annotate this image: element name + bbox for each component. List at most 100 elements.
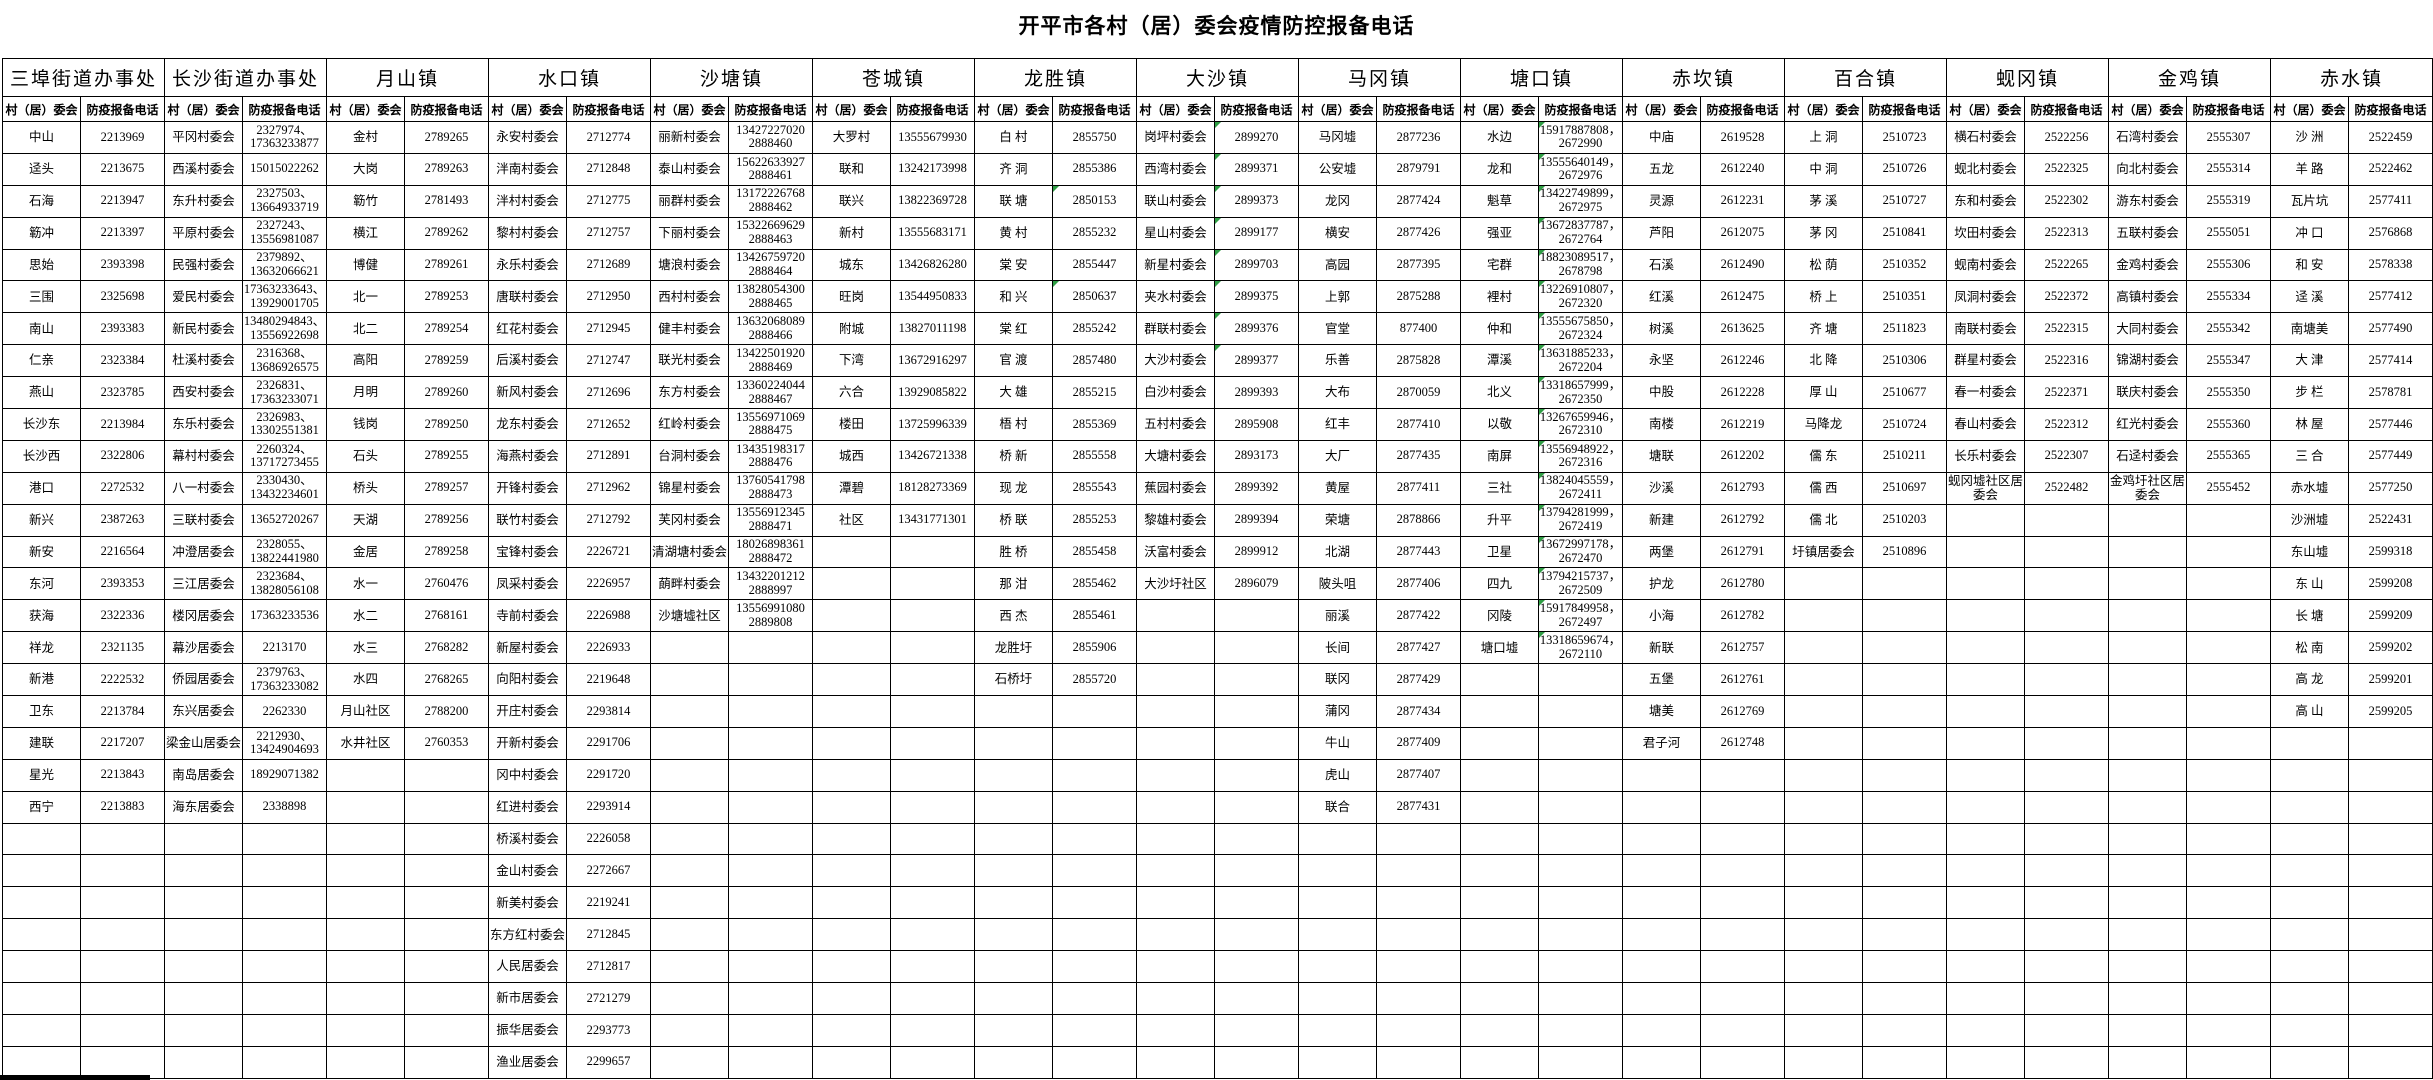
- village-cell: [974, 1045, 1053, 1079]
- phone-cell: [2024, 726, 2109, 760]
- village-cell: 圩镇居委会: [1784, 535, 1863, 569]
- village-cell: 三江居委会: [164, 567, 243, 601]
- village-cell: 博健: [326, 248, 405, 282]
- village-cell: 泮村村委会: [488, 184, 567, 218]
- phone-cell: [1376, 886, 1461, 920]
- village-cell: 五龙: [1622, 152, 1701, 186]
- phone-col-header: 防疫报备电话: [1700, 96, 1785, 122]
- village-cell: [1946, 822, 2025, 856]
- phone-cell: 13631885233， 2672204: [1538, 344, 1623, 378]
- phone-cell: 2768282: [404, 631, 489, 665]
- village-cell: [2108, 790, 2187, 824]
- village-cell: [1622, 918, 1701, 952]
- village-cell: 冲澄居委会: [164, 535, 243, 569]
- village-cell: [812, 631, 891, 665]
- phone-cell: 2712817: [566, 950, 651, 984]
- phone-cell: [2348, 950, 2433, 984]
- village-cell: 小海: [1622, 599, 1701, 633]
- phone-cell: [2348, 886, 2433, 920]
- village-cell: [974, 886, 1053, 920]
- phone-cell: 2217207: [80, 726, 165, 760]
- phone-cell: [2186, 982, 2271, 1015]
- phone-cell: 13360224044 2888467: [728, 376, 813, 410]
- phone-cell: [890, 695, 975, 728]
- village-col-header: 村（居）委会: [2108, 96, 2187, 122]
- village-cell: [2108, 1013, 2187, 1047]
- phone-cell: [242, 1045, 327, 1079]
- village-cell: 梁金山居委会: [164, 726, 243, 760]
- phone-cell: [1700, 854, 1785, 888]
- village-cell: [326, 982, 405, 1015]
- village-cell: 塘口墟: [1460, 631, 1539, 665]
- phone-cell: 2576868: [2348, 216, 2433, 250]
- phone-cell: 17363233643、 13929001705: [242, 280, 327, 314]
- village-cell: [1946, 982, 2025, 1015]
- village-cell: 乐善: [1298, 344, 1377, 378]
- village-col-header: 村（居）委会: [1946, 96, 2025, 122]
- phone-cell: 13544950833: [890, 280, 975, 314]
- phone-cell: 2855215: [1052, 376, 1137, 410]
- village-cell: 后溪村委会: [488, 344, 567, 378]
- village-cell: [1946, 1045, 2025, 1079]
- village-cell: 星光: [2, 758, 81, 792]
- village-cell: 旺岗: [812, 280, 891, 314]
- phone-cell: [404, 1013, 489, 1047]
- phone-cell: 13267659946， 2672310: [1538, 408, 1623, 441]
- village-cell: 向阳村委会: [488, 663, 567, 697]
- village-cell: 陂头咀: [1298, 567, 1377, 601]
- phone-cell: 2226957: [566, 567, 651, 601]
- table-row: 长沙西 2322806 幕村村委会 2260324、 13717273455 石头 278…: [2, 439, 2433, 473]
- village-cell: 高 龙: [2270, 663, 2349, 697]
- village-cell: 红光村委会: [2108, 408, 2187, 441]
- phone-cell: 2768161: [404, 599, 489, 633]
- village-cell: 红花村委会: [488, 312, 567, 346]
- village-cell: 大 津: [2270, 344, 2349, 378]
- village-cell: 高镇村委会: [2108, 280, 2187, 314]
- phone-cell: 2789262: [404, 216, 489, 250]
- village-cell: 联 塘: [974, 184, 1053, 218]
- village-cell: [1784, 1013, 1863, 1047]
- phone-cell: 2555365: [2186, 439, 2271, 473]
- phone-cell: 13555640149， 2672976: [1538, 152, 1623, 186]
- village-col-header: 村（居）委会: [326, 96, 405, 122]
- phone-cell: [2186, 567, 2271, 601]
- village-cell: 新村: [812, 216, 891, 250]
- village-cell: [650, 918, 729, 952]
- phone-cell: [1538, 1045, 1623, 1079]
- phone-cell: [1052, 1013, 1137, 1047]
- village-cell: [1622, 790, 1701, 824]
- phone-cell: 2612757: [1700, 631, 1785, 665]
- village-cell: 大岗: [326, 152, 405, 186]
- village-cell: [1784, 631, 1863, 665]
- phone-cell: 2877426: [1376, 216, 1461, 250]
- phone-cell: [2024, 854, 2109, 888]
- village-cell: 赤水墟: [2270, 471, 2349, 505]
- phone-cell: 13431771301: [890, 503, 975, 537]
- village-cell: 沙洲墟: [2270, 503, 2349, 537]
- village-cell: 蕉园村委会: [1136, 471, 1215, 505]
- village-cell: 潭溪: [1460, 344, 1539, 378]
- phone-cell: [890, 1013, 975, 1047]
- village-cell: [1946, 854, 2025, 888]
- village-cell: 桥溪村委会: [488, 822, 567, 856]
- village-cell: [1460, 758, 1539, 792]
- village-cell: 冈中村委会: [488, 758, 567, 792]
- phone-cell: 2877427: [1376, 631, 1461, 665]
- village-cell: 金居: [326, 535, 405, 569]
- town-header: 长沙街道办事处: [164, 58, 327, 97]
- village-cell: 齐 塘: [1784, 312, 1863, 346]
- phone-cell: 2789254: [404, 312, 489, 346]
- village-cell: [650, 982, 729, 1015]
- phone-cell: [1052, 854, 1137, 888]
- bottom-edge-bar: [0, 1075, 150, 1080]
- phone-cell: 2877429: [1376, 663, 1461, 697]
- village-cell: [650, 695, 729, 728]
- phone-cell: 13725996339: [890, 408, 975, 441]
- village-cell: [2270, 1013, 2349, 1047]
- phone-cell: [2186, 631, 2271, 665]
- phone-cell: 2226721: [566, 535, 651, 569]
- village-cell: [1622, 854, 1701, 888]
- phone-cell: 2226933: [566, 631, 651, 665]
- village-cell: 东升村委会: [164, 184, 243, 218]
- phone-cell: 2612780: [1700, 567, 1785, 601]
